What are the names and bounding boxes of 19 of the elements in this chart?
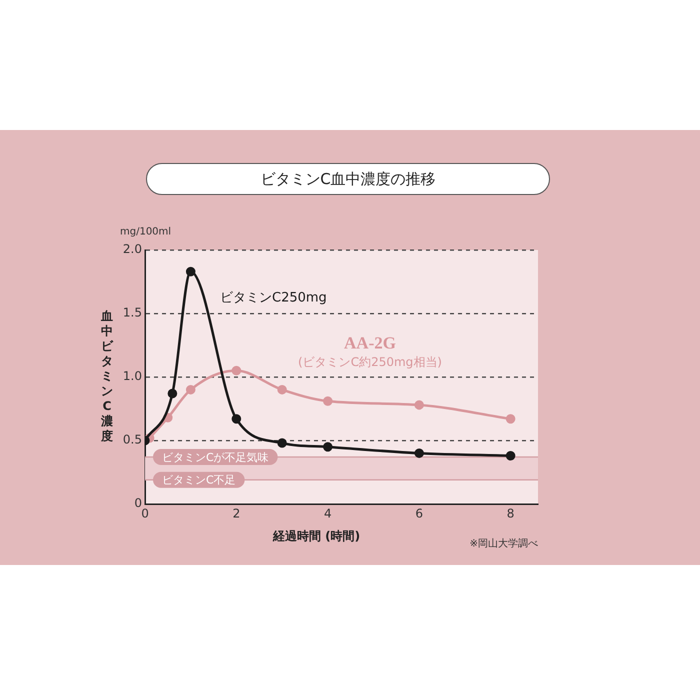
text: AA-2G (344, 333, 396, 352)
ref-line-label: ビタミンC不足 (162, 474, 236, 487)
y-tick-label: 0 (134, 496, 142, 510)
y-tick-label: 1.5 (122, 306, 142, 320)
x-tick-label: 2 (232, 506, 240, 520)
y-tick-label: 0.5 (122, 432, 142, 447)
x-tick-label: 4 (324, 506, 332, 520)
series-label: ビタミンC250mg (220, 290, 327, 306)
ref-line-label: ビタミンCが不足気味 (162, 450, 269, 464)
x-tick-label: 8 (506, 506, 514, 520)
annotation: (ビタミンC約250mg相当) (298, 355, 442, 370)
y-tick-label: 2.0 (122, 242, 142, 256)
text: mg/100ml (120, 226, 172, 238)
text: 血中ビタミンC濃度 (101, 309, 113, 444)
y-tick-label: 1.0 (122, 369, 142, 384)
chart-title: ビタミンC血中濃度の推移 (146, 163, 550, 195)
text: ※岡山大学調べ (470, 538, 538, 550)
x-axis-title: 経過時間 (時間) (272, 529, 360, 544)
x-tick-label: 6 (415, 506, 424, 520)
